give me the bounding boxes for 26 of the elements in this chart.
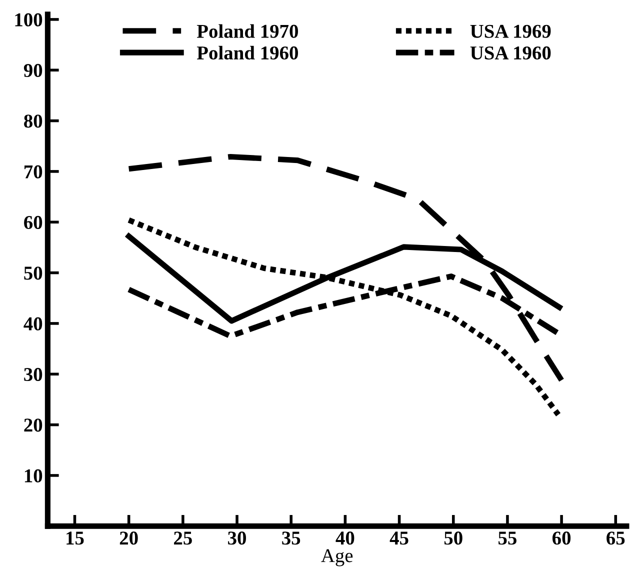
legend-label: Poland 1970 [196,24,298,38]
x-tick-label: 60 [552,532,571,545]
legend-label: USA 1960 [470,46,551,60]
y-tick-label: 90 [24,64,42,78]
x-tick-label: 25 [174,532,192,545]
y-tick-label: 40 [24,317,42,330]
x-tick-label: 40 [336,532,354,545]
x-tick-label: 55 [498,532,516,545]
y-tick-label: 100 [15,13,42,26]
y-tick-label: 30 [24,368,42,382]
y-tick-label: 80 [24,114,42,128]
legend-label: Poland 1960 [196,46,298,60]
x-axis-title: Age [321,549,353,566]
x-tick-label: 50 [444,532,462,545]
y-tick-label: 70 [24,165,42,178]
x-tick-label: 30 [228,532,246,545]
y-tick-label: 60 [24,216,42,230]
y-tick-label: 10 [24,469,42,482]
x-tick-label: 65 [606,532,625,545]
x-tick-label: 35 [282,532,300,545]
x-tick-label: 15 [66,532,84,545]
x-tick-label: 45 [390,532,408,545]
y-tick-label: 20 [24,418,42,432]
x-tick-label: 20 [120,532,138,545]
y-tick-label: 50 [24,266,42,280]
legend-label: USA 1969 [470,24,551,38]
